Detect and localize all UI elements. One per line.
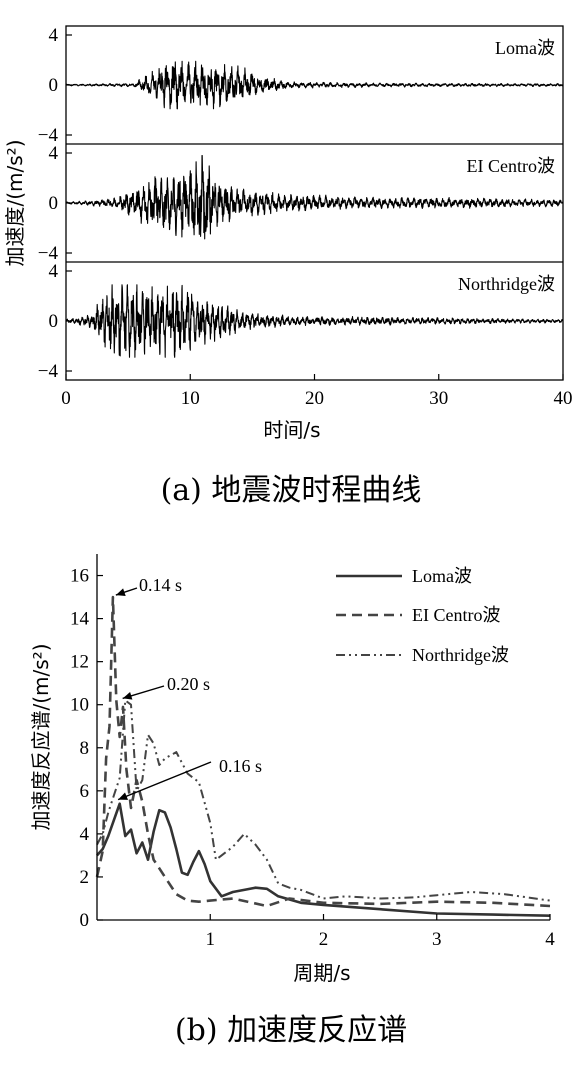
y-tick-label: 10 (70, 695, 89, 716)
spectrum-annotations: 0.14 s 0.20 s 0.16 s (115, 575, 262, 801)
legend-label: Loma波 (412, 566, 472, 586)
period-axis-label: 周期/s (293, 961, 350, 985)
y-tick-label: 4 (49, 25, 59, 46)
x-tick-label: 1 (206, 929, 216, 950)
x-tick-label: 40 (554, 388, 573, 409)
y-tick-label: 4 (80, 824, 90, 845)
series-label: Loma波 (495, 38, 555, 58)
legend-label: EI Centro波 (412, 605, 500, 625)
y-tick-label: 4 (49, 143, 59, 164)
x-tick-label: 3 (432, 929, 442, 950)
x-tick-label: 2 (319, 929, 329, 950)
annotation-label: 0.14 s (139, 575, 182, 595)
series-label: Northridge波 (458, 274, 555, 294)
series-line (95, 595, 551, 908)
legend-label: Northridge波 (412, 645, 509, 665)
series-line (96, 699, 551, 902)
annotation-arrow-line (117, 761, 212, 801)
y-tick-label: 0 (49, 193, 59, 214)
series-line (65, 284, 564, 358)
annotation-label: 0.20 s (167, 674, 210, 694)
y-tick-label: 4 (49, 261, 59, 282)
y-tick-label: 8 (80, 738, 90, 759)
spectrum-legend: Loma波 EI Centro波 Northridge波 (336, 566, 509, 665)
annotation-label: 0.16 s (219, 756, 262, 776)
acceleration-axis-label: 加速度/(m/s²) (3, 139, 27, 266)
x-tick-label: 30 (429, 388, 448, 409)
annotation-arrow-head (118, 792, 128, 800)
y-tick-label: 2 (80, 867, 90, 888)
caption-b: (b) 加速度反应谱 (175, 1013, 407, 1048)
x-tick-label: 10 (181, 388, 200, 409)
spectrum-axis-label: 加速度反应谱/(m/s²) (29, 643, 53, 830)
time-axis-label: 时间/s (263, 418, 320, 442)
x-tick-label: 20 (305, 388, 324, 409)
caption-a: (a) 地震波时程曲线 (161, 473, 422, 508)
y-tick-label: −4 (38, 243, 59, 264)
x-tick-label: 4 (545, 929, 555, 950)
y-tick-label: 14 (70, 609, 90, 630)
y-tick-label: −4 (38, 361, 59, 382)
x-tick-label: 0 (61, 388, 71, 409)
y-tick-label: −4 (38, 125, 59, 146)
series-label: EI Centro波 (467, 156, 555, 176)
y-tick-label: 0 (80, 910, 90, 931)
y-tick-label: 0 (49, 311, 59, 332)
time-history-plot-area (65, 60, 564, 358)
y-tick-label: 16 (70, 566, 89, 587)
spectrum-plot-area (95, 595, 551, 917)
y-tick-label: 0 (49, 75, 59, 96)
annotation-arrow-head (115, 588, 126, 596)
y-tick-label: 12 (70, 652, 89, 673)
series-line (96, 802, 551, 917)
annotation-arrow-head (122, 692, 133, 700)
y-tick-label: 6 (80, 781, 90, 802)
series-line (65, 154, 564, 240)
series-line (65, 60, 564, 110)
